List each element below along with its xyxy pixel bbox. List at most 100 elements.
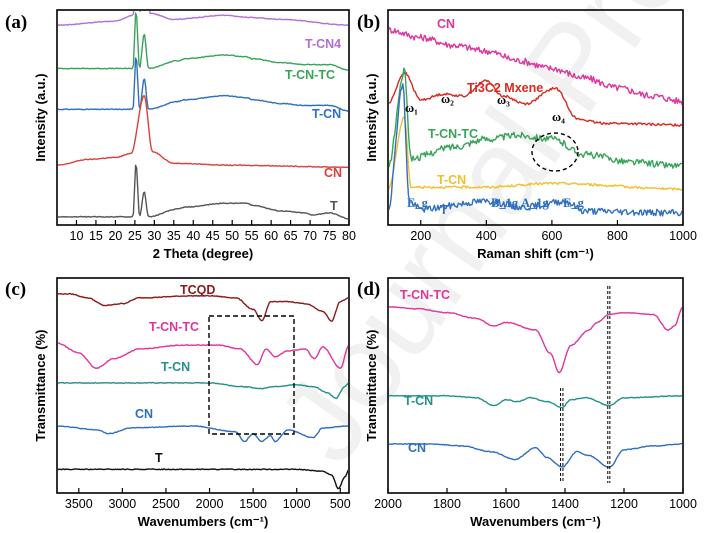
x-tick-label: 3000	[108, 497, 136, 511]
series-line	[58, 424, 348, 443]
x-tick-label: 400	[476, 229, 497, 243]
raman-mode-label: E_g	[563, 196, 585, 210]
series-label: T-CN-TC	[285, 68, 335, 82]
panel-label: (d)	[357, 279, 380, 300]
x-tick-label: 200	[410, 229, 431, 243]
series-label: TCQD	[180, 283, 215, 297]
plot-frame	[387, 9, 684, 226]
x-tick-label: 1400	[551, 497, 579, 511]
series-line	[58, 57, 348, 113]
series-line	[58, 164, 348, 220]
series-line	[389, 67, 682, 169]
highlight-ellipse	[531, 132, 579, 172]
series-label: CN	[437, 17, 455, 31]
plot-frame	[56, 277, 350, 494]
series-label: Ti3C2 Mxene	[467, 81, 543, 95]
x-axis-label: Raman shift (cm⁻¹)	[477, 246, 594, 261]
panel-c: (c) 3500 3000 2500 2000 1500 1000 500 Wavenumber…	[5, 277, 351, 529]
panel-d: (d) 2000 1800 1600 1400 1200 1000 Wavenumbers (…	[357, 277, 697, 529]
x-tick-label: 500	[330, 497, 351, 511]
plots-layer: (a) 10 15 20 25 30 35 40 45 50 55 60 65 70 75 80 2 Theta…	[5, 9, 697, 529]
series-label: CN	[408, 441, 426, 455]
series-line	[389, 116, 682, 191]
series-line	[389, 26, 682, 105]
raman-mode-label: ω₁	[405, 101, 418, 115]
x-tick-label: 1500	[239, 497, 267, 511]
x-tick-label: 800	[607, 229, 628, 243]
series-line	[58, 468, 348, 490]
x-tick-label: 80	[342, 229, 356, 243]
series-line	[389, 394, 682, 409]
x-axis-label: 2 Theta (degree)	[153, 246, 253, 261]
y-axis-label: Transmittance (%)	[364, 330, 379, 442]
x-tick-label: 30	[147, 229, 161, 243]
series-label: T-CN-TC	[149, 320, 199, 334]
x-tick-label: 2000	[374, 497, 402, 511]
series-line	[58, 11, 348, 27]
x-tick-label: 40	[186, 229, 200, 243]
y-axis-label: Intensity (a.u.)	[33, 73, 48, 161]
series-label: T-CN	[161, 360, 190, 374]
series-label: T-CN	[404, 394, 433, 408]
series-line	[58, 12, 348, 71]
series-label: T-CN	[312, 107, 341, 121]
x-tick-label: 1000	[669, 229, 697, 243]
y-axis-label: Transmittance (%)	[33, 330, 48, 442]
raman-mode-label: ω₂	[441, 92, 454, 106]
series-line	[389, 442, 682, 468]
panel-label: (b)	[357, 12, 380, 33]
raman-mode-label: B_1g	[491, 196, 519, 210]
panel-b: (b) 200 400 600 800 1000 Raman shift (cm⁻¹) Int…	[357, 9, 697, 261]
series-label: CN	[135, 407, 153, 421]
series-label: T	[330, 199, 338, 213]
raman-mode-label: ω₄	[552, 110, 565, 124]
series-label: T	[155, 451, 163, 465]
series-label: T-CN4	[305, 37, 341, 51]
x-tick-label: 1000	[283, 497, 311, 511]
x-tick-label: 70	[303, 229, 317, 243]
highlight-box	[208, 315, 295, 435]
x-tick-label: 45	[206, 229, 220, 243]
x-tick-label: 2500	[152, 497, 180, 511]
x-axis-label: Wavenumbers (cm⁻¹)	[470, 514, 601, 529]
x-tick-label: 1200	[610, 497, 638, 511]
x-tick-label: 1000	[669, 497, 697, 511]
x-tick-label: 600	[541, 229, 562, 243]
x-tick-label: 10	[70, 229, 84, 243]
x-tick-label: 25	[128, 229, 142, 243]
x-tick-label: 1600	[492, 497, 520, 511]
panel-a: (a) 10 15 20 25 30 35 40 45 50 55 60 65 70 75 80 2 Theta…	[5, 9, 356, 261]
raman-mode-label: ω₃	[497, 93, 510, 107]
x-tick-label: 50	[225, 229, 239, 243]
series-line	[389, 305, 682, 374]
x-tick-label: 3500	[65, 497, 93, 511]
series-line	[58, 95, 348, 169]
plot-frame	[56, 9, 350, 226]
series-line	[58, 381, 348, 400]
series-line	[58, 342, 348, 369]
x-tick-label: 55	[245, 229, 259, 243]
x-tick-label: 75	[323, 229, 337, 243]
series-label: T-CN	[437, 173, 466, 187]
plot-frame	[387, 277, 684, 494]
panel-label: (c)	[5, 279, 26, 300]
series-line	[58, 292, 348, 322]
x-axis-label: Wavenumbers (cm⁻¹)	[138, 514, 269, 529]
x-tick-label: 65	[284, 229, 298, 243]
x-tick-label: 1800	[433, 497, 461, 511]
series-label: T-CN-TC	[400, 288, 450, 302]
series-label: CN	[324, 166, 342, 180]
x-tick-label: 35	[167, 229, 181, 243]
raman-mode-label: A_1g	[521, 196, 550, 210]
series-label: T	[440, 203, 448, 217]
x-tick-label: 15	[89, 229, 103, 243]
panel-label: (a)	[5, 12, 27, 33]
x-tick-label: 2000	[196, 497, 224, 511]
y-axis-label: Intensity (a.u.)	[364, 73, 379, 161]
series-line	[389, 83, 682, 217]
raman-mode-label: E_g	[407, 196, 429, 210]
series-label: T-CN-TC	[428, 127, 478, 141]
x-tick-label: 20	[108, 229, 122, 243]
x-tick-label: 60	[264, 229, 278, 243]
